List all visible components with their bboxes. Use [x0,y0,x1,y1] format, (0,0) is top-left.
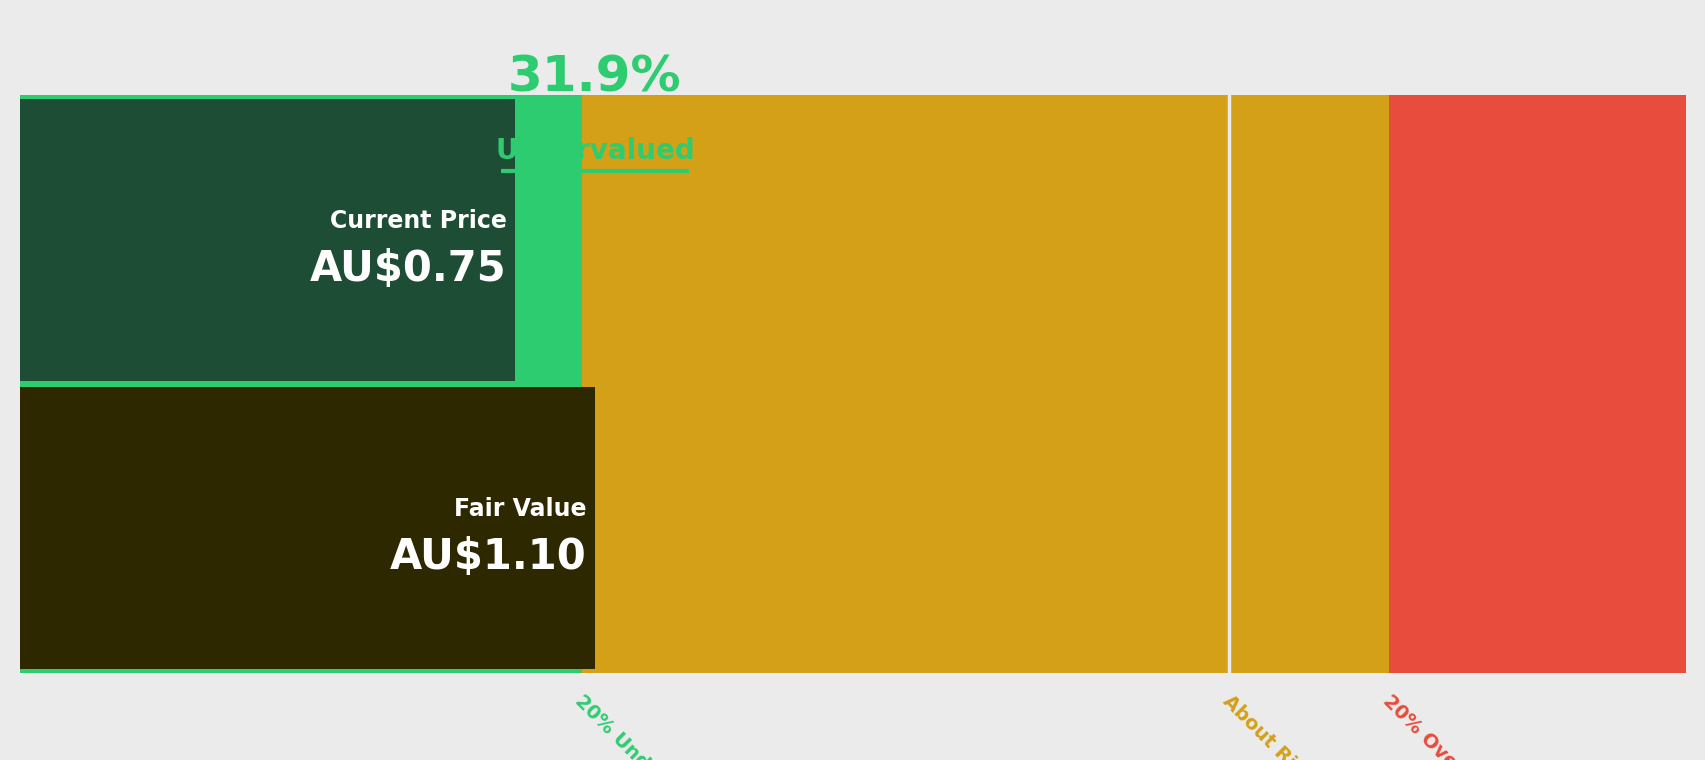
Text: Undervalued: Undervalued [494,137,694,165]
Text: 20% Overvalued: 20% Overvalued [1378,692,1519,760]
Text: AU$0.75: AU$0.75 [310,248,506,290]
Bar [20,95,581,673]
Bar [1388,95,1685,673]
Text: Fair Value: Fair Value [454,497,587,521]
Text: About Right: About Right [1219,692,1325,760]
Text: 20% Undervalued: 20% Undervalued [571,692,721,760]
Text: AU$1.10: AU$1.10 [389,536,587,578]
Bar [20,99,515,381]
Text: 31.9%: 31.9% [508,53,682,101]
Bar [20,387,595,669]
Bar [581,95,1388,673]
Text: Current Price: Current Price [329,209,506,233]
